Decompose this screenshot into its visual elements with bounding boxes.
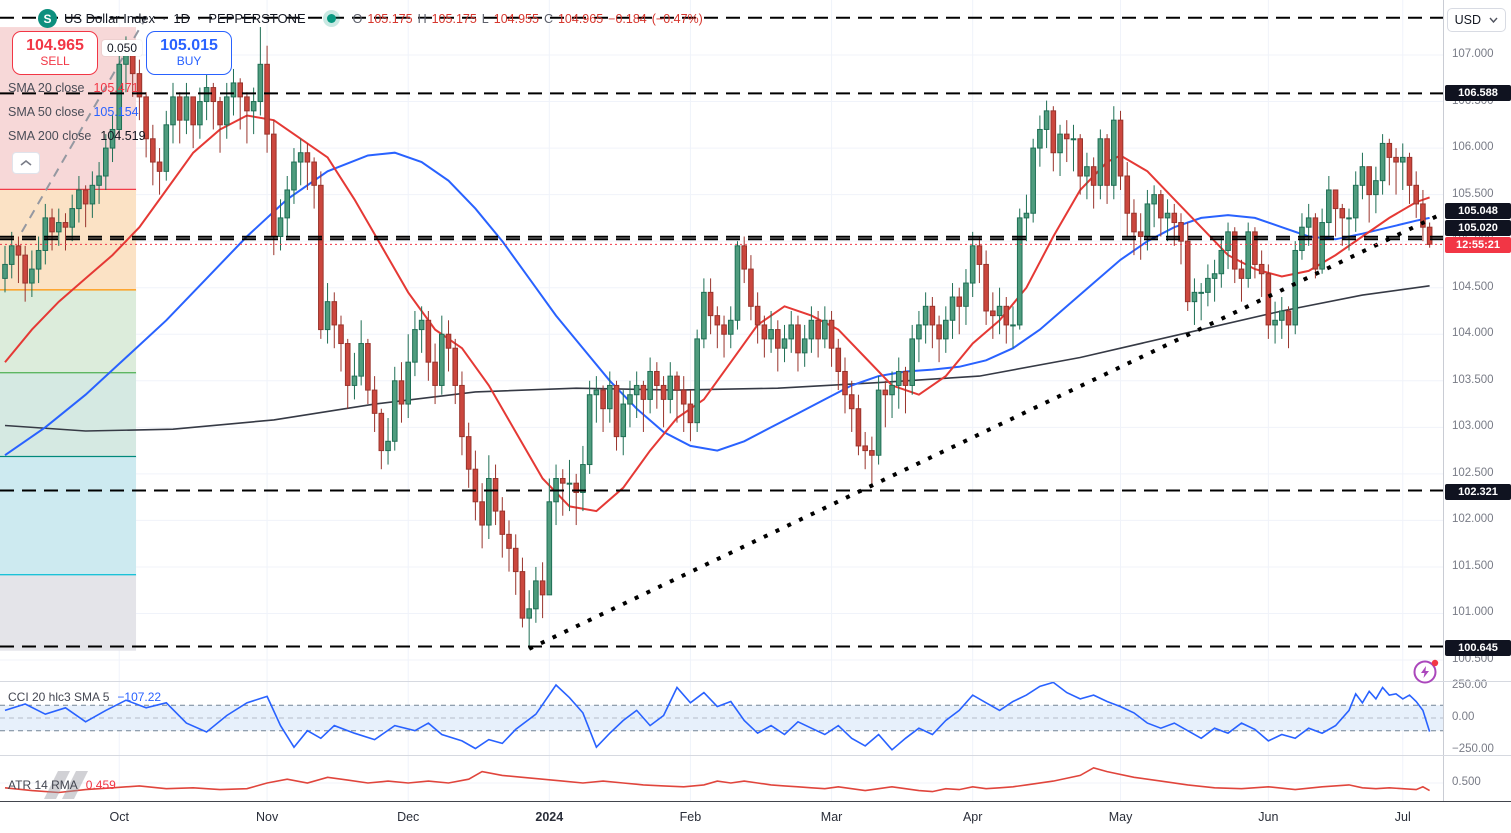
tradingview-watermark-icon [44, 771, 88, 799]
countdown-label: 12:55:21 [1445, 237, 1511, 254]
time-axis-month: Nov [255, 810, 279, 824]
pane-separator[interactable] [0, 681, 1511, 682]
chevron-down-icon [1489, 17, 1498, 23]
cci-tick: −250.00 [1452, 742, 1494, 755]
sma200-legend[interactable]: SMA 200 close 104.519 [8, 129, 146, 143]
timeframe[interactable]: 1D [173, 11, 191, 26]
main-chart[interactable] [0, 0, 1443, 681]
sma50-legend[interactable]: SMA 50 close 105.154 [8, 105, 139, 119]
price-level-label: 102.321 [1445, 483, 1511, 500]
time-axis-month: Feb [679, 810, 702, 824]
price-tick: 100.500 [1452, 653, 1494, 666]
broker-logo: S [38, 9, 57, 28]
time-axis-month: Jul [1394, 810, 1411, 824]
time-axis-month: May [1108, 810, 1133, 824]
cci-tick: 0.00 [1452, 711, 1475, 723]
symbol-header: S US Dollar Index · 1D · PEPPERSTONE O 10… [38, 9, 703, 28]
trade-panel: 104.965 SELL 0.050 105.015 BUY [12, 31, 233, 75]
sma20-legend[interactable]: SMA 20 close 105.471 [8, 81, 139, 95]
price-tick: 102.000 [1452, 513, 1494, 526]
broker-name[interactable]: PEPPERSTONE [208, 11, 306, 26]
cci-tick: 250.00 [1452, 679, 1488, 692]
indicator-legend: SMA 20 close 105.471 SMA 50 close 105.15… [8, 76, 146, 148]
chevron-up-icon [20, 159, 32, 166]
price-tick: 101.500 [1452, 559, 1494, 572]
price-level-label: 100.645 [1445, 639, 1511, 656]
atr-pane-chart[interactable] [0, 755, 1443, 801]
price-tick: 103.000 [1452, 420, 1494, 433]
pane-separator[interactable] [0, 755, 1511, 756]
price-tick: 106.000 [1452, 141, 1494, 154]
price-level-label: 105.020 [1445, 220, 1511, 237]
market-open-dot [326, 14, 336, 23]
price-tick: 107.000 [1452, 48, 1494, 60]
time-axis-month: Dec [397, 810, 420, 824]
spread-value: 0.050 [102, 40, 143, 56]
change-value: −0.184 [608, 11, 647, 26]
alert-flash-icon[interactable] [1411, 657, 1441, 687]
atr-tick: 0.500 [1452, 776, 1481, 788]
price-tick: 105.500 [1452, 187, 1494, 200]
price-axis[interactable]: 107.000106.500106.000105.500105.000104.5… [1443, 0, 1511, 801]
sell-button[interactable]: 104.965 SELL [12, 31, 98, 75]
currency-dropdown[interactable]: USD [1446, 8, 1506, 32]
price-tick: 103.500 [1452, 373, 1494, 386]
cci-pane-chart[interactable] [0, 681, 1443, 755]
ohlc-readout: O 105.175 H 105.175 L 104.955 C 104.965 −0.1… [352, 11, 703, 26]
price-tick: 104.500 [1452, 280, 1494, 293]
buy-button[interactable]: 105.015 BUY [146, 31, 233, 75]
atr-legend[interactable]: ATR 14 RMA 0.459 [8, 778, 116, 792]
time-axis-month: Apr [962, 810, 983, 824]
price-level-label: 105.048 [1445, 202, 1511, 219]
time-axis-month: Mar [820, 810, 843, 824]
collapse-legend-button[interactable] [12, 152, 40, 174]
time-axis-month: Oct [109, 810, 129, 824]
change-percent: (−0.47%) [651, 11, 703, 26]
price-level-label: 106.588 [1445, 85, 1511, 102]
time-axis[interactable]: Oct Nov Dec 2024 Feb Mar Apr May Jun Jul [0, 801, 1511, 833]
price-tick: 101.000 [1452, 606, 1494, 619]
price-tick: 104.000 [1452, 327, 1494, 340]
cci-legend[interactable]: CCI 20 hlc3 SMA 5 −107.22 [8, 690, 162, 704]
symbol-name[interactable]: US Dollar Index [64, 11, 156, 26]
time-axis-month: Jun [1258, 810, 1279, 824]
price-tick: 102.500 [1452, 466, 1494, 479]
time-axis-month: 2024 [535, 810, 564, 824]
